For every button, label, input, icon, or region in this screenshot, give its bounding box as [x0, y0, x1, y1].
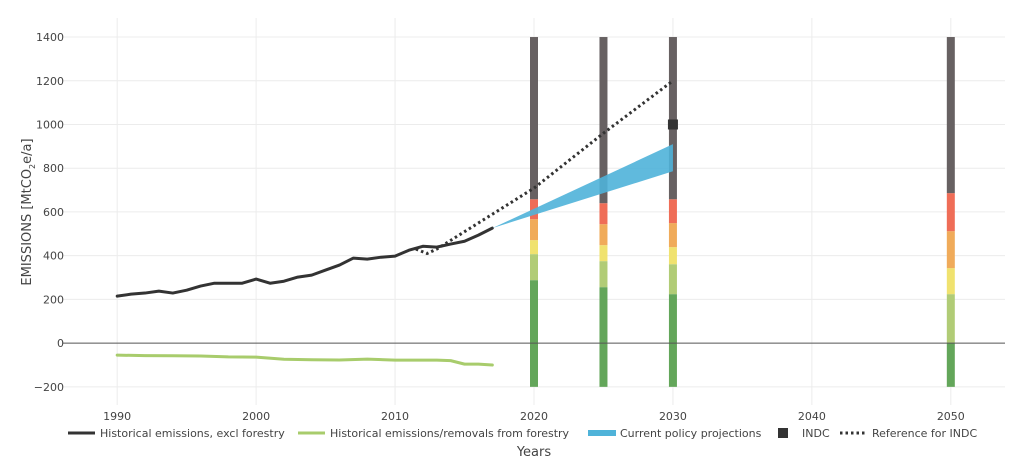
legend: Historical emissions, excl forestry Histo… [68, 427, 977, 440]
series-current-policy-projections [492, 144, 673, 229]
x-axis-title: Years [516, 445, 552, 460]
series-group [115, 79, 678, 367]
bar-segment-2025-5 [599, 37, 608, 204]
y-tick-label: −200 [34, 381, 64, 394]
bar-segment-2020-0 [530, 280, 538, 387]
x-tick-label: 1990 [103, 410, 131, 423]
x-tick-label: 2030 [659, 410, 687, 423]
bar-segment-2025-1 [599, 261, 608, 288]
legend-label: INDC [802, 427, 830, 440]
bar-segment-2025-2 [599, 245, 608, 262]
bar-segment-2025-4 [599, 203, 608, 225]
legend-label: Current policy projections [620, 427, 762, 440]
legend-item: INDC [778, 427, 830, 440]
legend-item: Reference for INDC [840, 427, 977, 440]
bar-segment-2025-0 [599, 287, 608, 387]
bar-segment-2020-1 [530, 254, 538, 281]
legend-label: Historical emissions, excl forestry [100, 427, 285, 440]
legend-item: Historical emissions, excl forestry [68, 427, 285, 440]
y-tick-label: 800 [43, 162, 64, 175]
legend-square-icon [778, 428, 788, 438]
bar-segment-2030-3 [668, 223, 677, 248]
bar-segment-2050-2 [946, 268, 955, 295]
series-historical-emissions-excl-forestry [115, 226, 494, 298]
y-axis-title-sub: 2 [28, 164, 37, 169]
bar-segment-2050-0 [946, 343, 955, 387]
x-tick-label: 2010 [381, 410, 409, 423]
x-tick-label: 2000 [242, 410, 270, 423]
bar-segment-2020-2 [530, 240, 538, 255]
y-tick-label: 0 [57, 337, 64, 350]
marker-indc [667, 119, 678, 130]
bar-segment-2050-4 [946, 193, 955, 232]
bar-segment-2050-1 [946, 294, 955, 344]
y-tick-label: 1000 [36, 118, 64, 131]
legend-label: Historical emissions/removals from fores… [330, 427, 570, 440]
y-tick-label: 600 [43, 206, 64, 219]
series-historical-emissions-removals-from-forestry [115, 353, 494, 367]
y-axis-title-main: EMISSIONS [MtCO [20, 169, 35, 286]
x-tick-labels: 1990 2000 2010 2020 2030 2040 2050 [103, 410, 965, 423]
x-tick-label: 2050 [937, 410, 965, 423]
y-tick-label: 1400 [36, 31, 64, 44]
y-axis-title: EMISSIONS [MtCO2e/a] [20, 138, 37, 285]
y-tick-labels: −200 0 200 400 600 800 1000 1200 1400 [34, 31, 64, 394]
bar-segment-2050-3 [946, 231, 955, 269]
bar-segment-2030-2 [668, 247, 677, 265]
x-tick-label: 2040 [798, 410, 826, 423]
bar-segment-2025-3 [599, 224, 608, 246]
bar-segment-2020-3 [530, 219, 538, 241]
bar-segment-2030-0 [668, 294, 677, 387]
legend-label: Reference for INDC [872, 427, 977, 440]
y-tick-label: 200 [43, 293, 64, 306]
legend-item: Current policy projections [588, 427, 762, 440]
legend-band-icon [588, 430, 616, 436]
bar-segment-2030-1 [668, 264, 677, 295]
bar-segment-2030-5 [668, 37, 677, 200]
bar-segment-2030-4 [668, 199, 677, 224]
bar-segment-2050-5 [946, 37, 955, 194]
y-tick-label: 400 [43, 250, 64, 263]
y-tick-label: 1200 [36, 75, 64, 88]
x-tick-label: 2020 [520, 410, 548, 423]
y-axis-title-end: e/a] [20, 138, 35, 163]
legend-item: Historical emissions/removals from fores… [298, 427, 570, 440]
bar-segment-2020-5 [530, 37, 538, 200]
